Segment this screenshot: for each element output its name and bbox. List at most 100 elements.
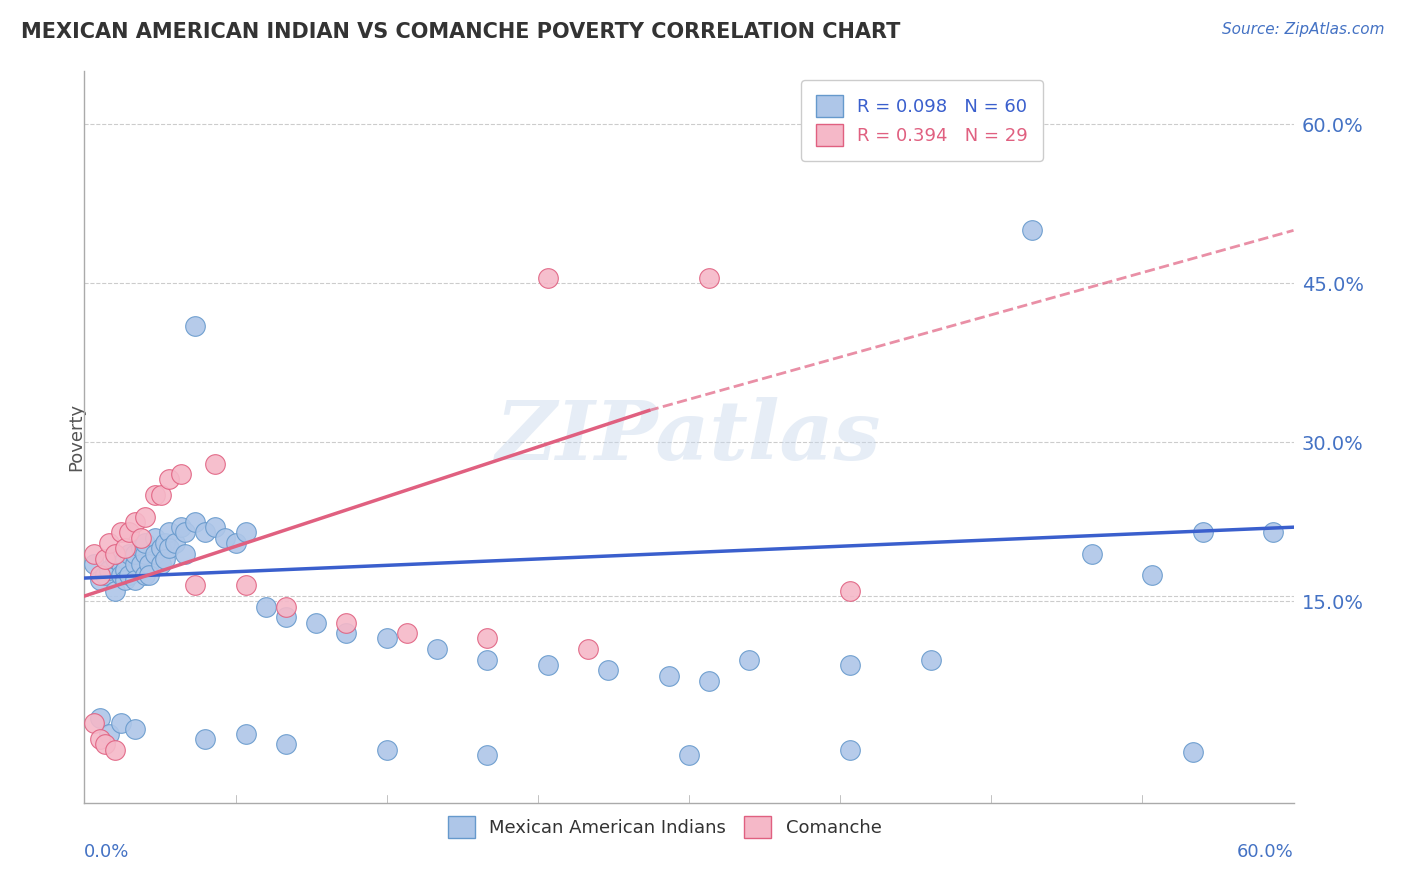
Point	[129, 541, 152, 556]
Point	[118, 525, 141, 540]
Point	[89, 732, 111, 747]
Text: MEXICAN AMERICAN INDIAN VS COMANCHE POVERTY CORRELATION CHART: MEXICAN AMERICAN INDIAN VS COMANCHE POVE…	[21, 22, 900, 42]
Point	[274, 738, 297, 752]
Point	[157, 473, 180, 487]
Point	[170, 467, 193, 482]
Point	[1142, 567, 1164, 582]
Point	[110, 525, 132, 540]
Point	[1192, 525, 1215, 540]
Point	[93, 552, 115, 566]
Point	[83, 547, 105, 561]
Point	[129, 558, 152, 572]
Point	[235, 525, 257, 540]
Point	[537, 271, 560, 285]
Point	[124, 722, 146, 736]
Point	[375, 743, 398, 757]
Point	[335, 626, 357, 640]
Point	[143, 547, 166, 561]
Point	[124, 558, 146, 572]
Point	[118, 567, 141, 582]
Point	[658, 668, 681, 682]
Point	[254, 599, 277, 614]
Point	[97, 727, 120, 741]
Point	[194, 525, 217, 540]
Point	[697, 271, 720, 285]
Point	[235, 578, 257, 592]
Point	[114, 541, 136, 556]
Point	[165, 536, 187, 550]
Point	[110, 716, 132, 731]
Point	[89, 567, 111, 582]
Point	[426, 642, 449, 657]
Point	[104, 552, 127, 566]
Point	[104, 583, 127, 598]
Point	[97, 563, 120, 577]
Point	[839, 658, 862, 673]
Point	[134, 567, 156, 582]
Point	[124, 515, 146, 529]
Point	[138, 558, 160, 572]
Point	[598, 663, 620, 677]
Point	[305, 615, 328, 630]
Point	[157, 525, 180, 540]
Point	[97, 536, 120, 550]
Point	[375, 632, 398, 646]
Text: 60.0%: 60.0%	[1237, 843, 1294, 861]
Point	[93, 738, 115, 752]
Point	[1181, 745, 1204, 759]
Point	[110, 558, 132, 572]
Point	[235, 727, 257, 741]
Point	[225, 536, 247, 550]
Point	[697, 673, 720, 688]
Point	[104, 547, 127, 561]
Point	[174, 547, 197, 561]
Point	[204, 520, 226, 534]
Text: 0.0%: 0.0%	[84, 843, 129, 861]
Point	[184, 318, 207, 333]
Point	[93, 567, 115, 582]
Point	[153, 536, 176, 550]
Point	[477, 748, 499, 763]
Point	[920, 653, 942, 667]
Point	[124, 573, 146, 587]
Point	[170, 520, 193, 534]
Y-axis label: Poverty: Poverty	[67, 403, 84, 471]
Point	[174, 525, 197, 540]
Point	[335, 615, 357, 630]
Text: ZIPatlas: ZIPatlas	[496, 397, 882, 477]
Point	[149, 541, 172, 556]
Point	[576, 642, 599, 657]
Point	[678, 748, 700, 763]
Point	[110, 567, 132, 582]
Point	[214, 531, 236, 545]
Point	[143, 488, 166, 502]
Point	[104, 743, 127, 757]
Point	[1021, 223, 1043, 237]
Point	[134, 509, 156, 524]
Point	[134, 547, 156, 561]
Point	[83, 558, 105, 572]
Point	[477, 653, 499, 667]
Point	[134, 536, 156, 550]
Point	[477, 632, 499, 646]
Point	[395, 626, 418, 640]
Point	[143, 531, 166, 545]
Point	[138, 567, 160, 582]
Point	[839, 583, 862, 598]
Point	[129, 531, 152, 545]
Point	[153, 552, 176, 566]
Point	[204, 457, 226, 471]
Point	[114, 573, 136, 587]
Point	[1081, 547, 1104, 561]
Point	[839, 743, 862, 757]
Point	[1263, 525, 1285, 540]
Point	[157, 541, 180, 556]
Point	[83, 716, 105, 731]
Text: Source: ZipAtlas.com: Source: ZipAtlas.com	[1222, 22, 1385, 37]
Point	[114, 563, 136, 577]
Legend: Mexican American Indians, Comanche: Mexican American Indians, Comanche	[440, 808, 889, 845]
Point	[194, 732, 217, 747]
Point	[89, 573, 111, 587]
Point	[118, 547, 141, 561]
Point	[274, 610, 297, 624]
